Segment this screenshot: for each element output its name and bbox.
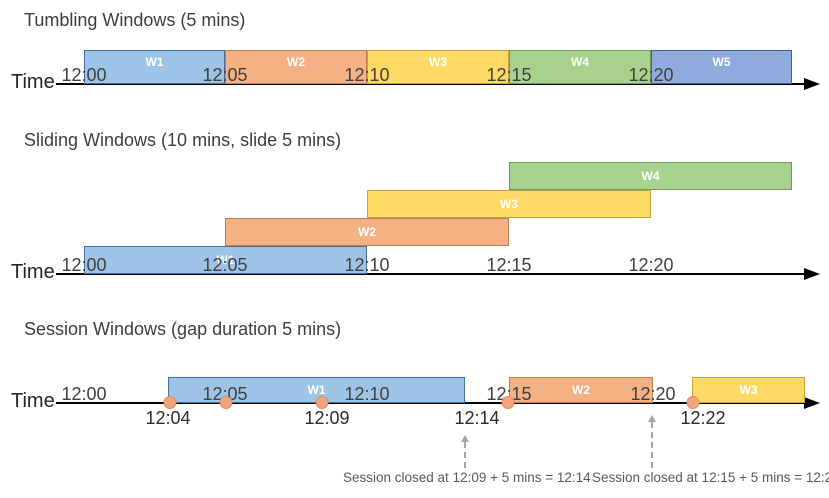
tick-label: 12:00	[61, 255, 107, 275]
window-box-w2: W2	[225, 218, 509, 246]
window-label: W2	[287, 55, 305, 69]
tick-label: 12:05	[202, 65, 248, 85]
window-label: W4	[571, 55, 589, 69]
window-label: W3	[500, 197, 518, 211]
time-axis-label: Time	[11, 71, 55, 93]
window-box-w1: W1	[168, 377, 465, 403]
window-label: W3	[739, 383, 758, 397]
event-dot-icon	[686, 396, 700, 409]
axis-arrowhead-icon	[804, 397, 820, 409]
tick-label: 12:15	[486, 384, 532, 404]
tick-label: 12:05	[202, 255, 248, 275]
time-axis-label: Time	[11, 390, 55, 412]
axis-arrowhead-icon	[804, 78, 820, 90]
window-box-w1: W1	[84, 246, 367, 274]
annotation-arrow-icon	[648, 415, 656, 422]
window-box-w4: W4	[509, 162, 792, 190]
tick-label: 12:15	[486, 255, 532, 275]
window-label: W1	[216, 253, 235, 267]
event-dot-icon	[219, 396, 233, 409]
window-box-w2: W2	[225, 50, 367, 84]
tick-label: 12:15	[486, 65, 532, 85]
window-label: W5	[712, 55, 731, 69]
window-label: W3	[429, 55, 447, 69]
window-box-w2: W2	[509, 377, 653, 403]
event-dot-icon	[163, 396, 177, 409]
timeline-axis	[56, 83, 808, 85]
window-box-w3: W3	[367, 190, 651, 218]
event-time-label: 12:09	[304, 408, 350, 428]
tick-label: 12:20	[628, 255, 674, 275]
tick-label: 12:10	[344, 384, 390, 404]
window-label: W1	[307, 383, 326, 397]
event-time-label: 12:22	[680, 408, 726, 428]
window-box-w1: W1	[84, 50, 225, 84]
tick-label: 12:05	[202, 384, 248, 404]
tick-label: 12:20	[628, 65, 674, 85]
tick-label: 12:10	[344, 255, 390, 275]
session-closed-annotation: Session closed at 12:15 + 5 mins = 12:20	[592, 470, 829, 485]
window-box-w4: W4	[509, 50, 651, 84]
timeline-axis	[56, 402, 808, 404]
window-box-w3: W3	[367, 50, 509, 84]
event-time-label: 12:04	[145, 408, 191, 428]
window-label: W2	[358, 225, 376, 239]
window-box-w3: W3	[692, 377, 805, 403]
annotation-arrow-icon	[461, 435, 469, 442]
axis-arrowhead-icon	[804, 268, 820, 280]
annotation-arrow-line	[651, 422, 653, 468]
event-dot-icon	[501, 396, 515, 409]
tick-label: 12:20	[630, 384, 676, 404]
window-label: W4	[641, 169, 660, 183]
session-closed-annotation: Session closed at 12:09 + 5 mins = 12:14	[343, 470, 591, 485]
tick-label: 12:00	[61, 384, 107, 404]
event-time-label: 12:14	[454, 408, 500, 428]
timeline-axis	[56, 273, 808, 275]
window-label: W1	[145, 55, 164, 69]
section-title: Tumbling Windows (5 mins)	[24, 10, 246, 30]
event-dot-icon	[315, 396, 329, 409]
tick-label: 12:00	[61, 65, 107, 85]
annotation-arrow-line	[464, 442, 466, 468]
time-axis-label: Time	[11, 261, 55, 283]
section-title: Sliding Windows (10 mins, slide 5 mins)	[24, 130, 342, 150]
tick-label: 12:10	[344, 65, 390, 85]
section-title: Session Windows (gap duration 5 mins)	[24, 319, 342, 339]
window-label: W2	[572, 383, 590, 397]
window-box-w5: W5	[651, 50, 792, 84]
